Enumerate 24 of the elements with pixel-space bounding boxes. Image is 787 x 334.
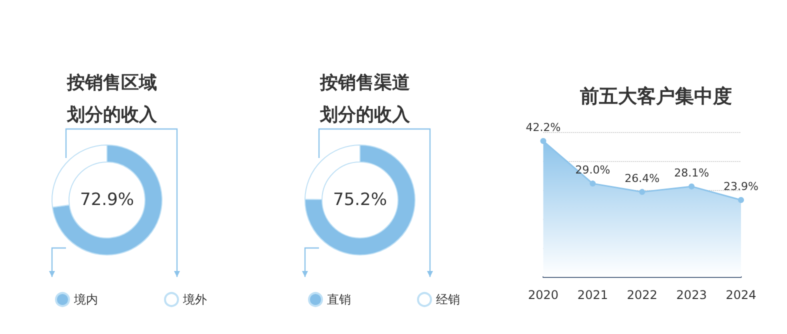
data-label: 23.9%	[724, 180, 758, 193]
legend-label: 境内	[73, 292, 98, 306]
x-tick-label: 2023	[676, 288, 707, 302]
point	[639, 188, 646, 195]
chart-title: 按销售区域划分的收入	[66, 72, 158, 126]
point	[738, 196, 744, 203]
text: 72.9%	[80, 190, 134, 210]
chart-title: 前五大客户集中度	[579, 86, 732, 108]
point	[688, 183, 695, 190]
text: 75.2%	[332, 190, 388, 210]
point	[590, 180, 596, 187]
x-tick-label: 2021	[577, 288, 608, 302]
data-label: 28.1%	[674, 166, 710, 180]
data-label: 26.4%	[624, 172, 660, 185]
point	[540, 138, 546, 144]
x-tick-label: 2024	[726, 288, 756, 302]
data-label: 42.2%	[526, 121, 561, 134]
chart-title: 按销售渠道划分的收入	[319, 72, 411, 126]
legend-label: 境外	[182, 292, 207, 306]
x-tick-label: 2020	[528, 288, 559, 302]
x-tick-label: 2022	[626, 288, 658, 302]
data-label: 29.0%	[575, 164, 610, 177]
legend-label: 直销	[327, 292, 351, 306]
legend-label: 经销	[436, 292, 460, 306]
